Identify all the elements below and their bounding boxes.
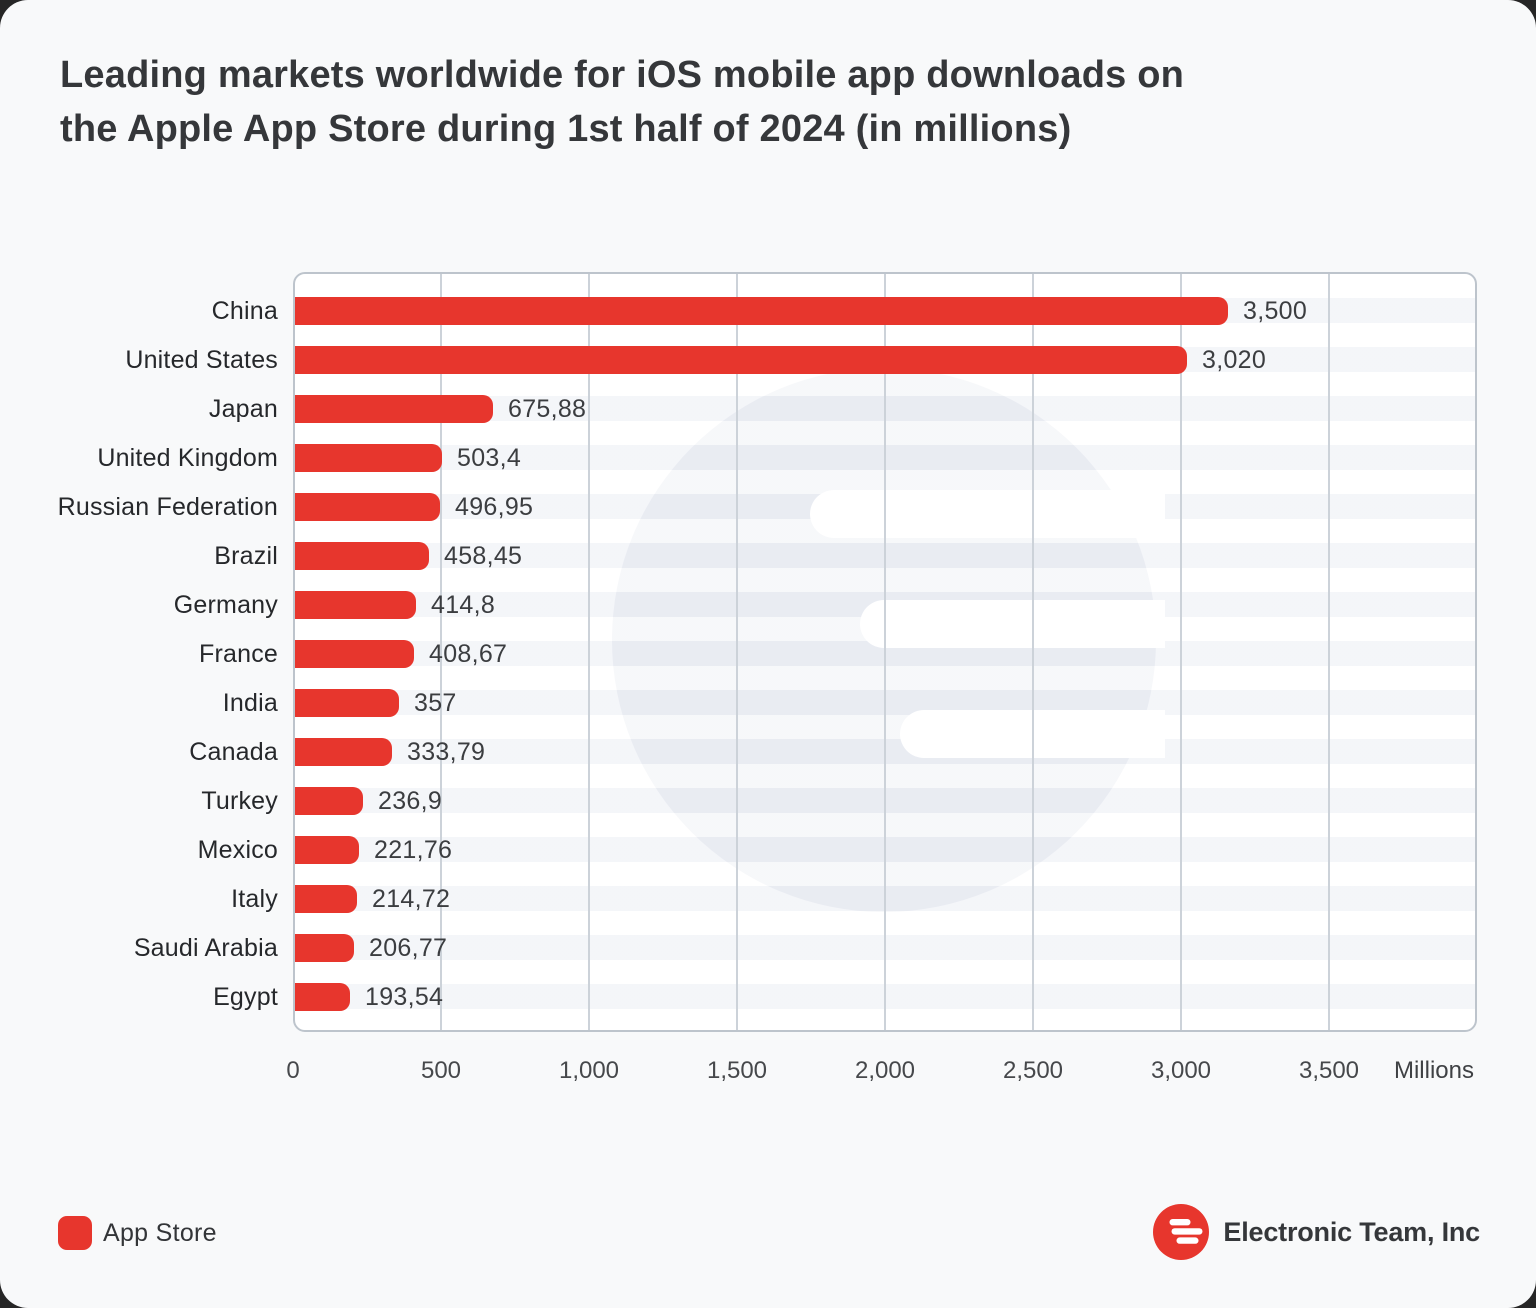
bar-value-label: 503,4	[457, 444, 522, 472]
brand-logo-icon	[1153, 1204, 1210, 1260]
category-labels: China United States Japan United Kingdom Rus…	[0, 272, 278, 1032]
gridline	[884, 272, 886, 1032]
bar	[293, 591, 416, 619]
x-tick-label: 1,500	[706, 1057, 768, 1084]
bar	[293, 346, 1187, 374]
bar	[293, 836, 359, 864]
category-label: Saudi Arabia	[133, 934, 278, 962]
watermark-slot	[810, 490, 1165, 538]
legend-label: App Store	[103, 1219, 217, 1247]
bar	[293, 640, 414, 668]
gridline	[1328, 272, 1330, 1032]
category-label: Canada	[189, 738, 278, 766]
category-label: India	[222, 689, 278, 717]
bar	[293, 738, 392, 766]
bar	[293, 542, 429, 570]
x-tick-label: 3,500	[1298, 1057, 1360, 1084]
category-label: Germany	[173, 591, 278, 619]
bar-value-label: 3,020	[1202, 346, 1267, 374]
bar	[293, 493, 440, 521]
gridline	[1032, 272, 1034, 1032]
category-label: Egypt	[213, 983, 278, 1011]
category-label: Turkey	[201, 787, 278, 815]
gridline	[440, 272, 442, 1032]
bar-value-label: 458,45	[444, 542, 523, 570]
bar	[293, 787, 363, 815]
bar-value-label: 193,54	[365, 983, 444, 1011]
category-label: United States	[125, 346, 278, 374]
gridline	[736, 272, 738, 1032]
brand: Electronic Team, Inc	[1153, 1204, 1480, 1260]
bar-value-label: 333,79	[407, 738, 486, 766]
x-tick-label: 0	[286, 1057, 300, 1084]
x-axis: 0 500 1,000 1,500 2,000 2,500 3,000 3,500 Millio…	[0, 1057, 1536, 1085]
x-tick-label: 2,500	[1002, 1057, 1064, 1084]
bar-value-label: 675,88	[508, 395, 587, 423]
bar	[293, 885, 357, 913]
gridline	[1180, 272, 1182, 1032]
bar	[293, 297, 1228, 325]
bar	[293, 444, 442, 472]
category-label: France	[198, 640, 278, 668]
bar-value-label: 414,8	[431, 591, 496, 619]
category-label: Mexico	[197, 836, 278, 864]
category-label: Japan	[208, 395, 278, 423]
bar	[293, 934, 354, 962]
plot-area: 3,500 3,020 675,88 503,4 496,95 458,45 414,8 40…	[293, 272, 1477, 1032]
bar-value-label: 408,67	[429, 640, 508, 668]
brand-name: Electronic Team, Inc	[1223, 1216, 1480, 1247]
bar	[293, 395, 493, 423]
bar	[293, 689, 399, 717]
category-label: Russian Federation	[57, 493, 278, 521]
bar-value-label: 3,500	[1243, 297, 1308, 325]
bar-value-label: 214,72	[372, 885, 451, 913]
category-label: United Kingdom	[97, 444, 278, 472]
x-axis-unit: Millions	[1393, 1057, 1474, 1084]
bar-value-label: 357	[414, 689, 457, 717]
x-tick-label: 3,000	[1150, 1057, 1212, 1084]
watermark-slot	[860, 600, 1165, 648]
category-label: Brazil	[214, 542, 278, 570]
bar-value-label: 496,95	[455, 493, 534, 521]
bar-value-label: 236,9	[378, 787, 443, 815]
bar-value-label: 206,77	[369, 934, 448, 962]
x-tick-label: 1,000	[558, 1057, 620, 1084]
bar	[293, 983, 350, 1011]
legend-swatch-app-store	[58, 1216, 92, 1250]
bar-value-label: 221,76	[374, 836, 453, 864]
category-label: China	[211, 297, 278, 325]
x-tick-label: 2,000	[854, 1057, 916, 1084]
chart-title: Leading markets worldwide for iOS mobile…	[60, 54, 1185, 150]
category-label: Italy	[231, 885, 278, 913]
x-tick-label: 500	[420, 1057, 462, 1084]
gridline	[588, 272, 590, 1032]
